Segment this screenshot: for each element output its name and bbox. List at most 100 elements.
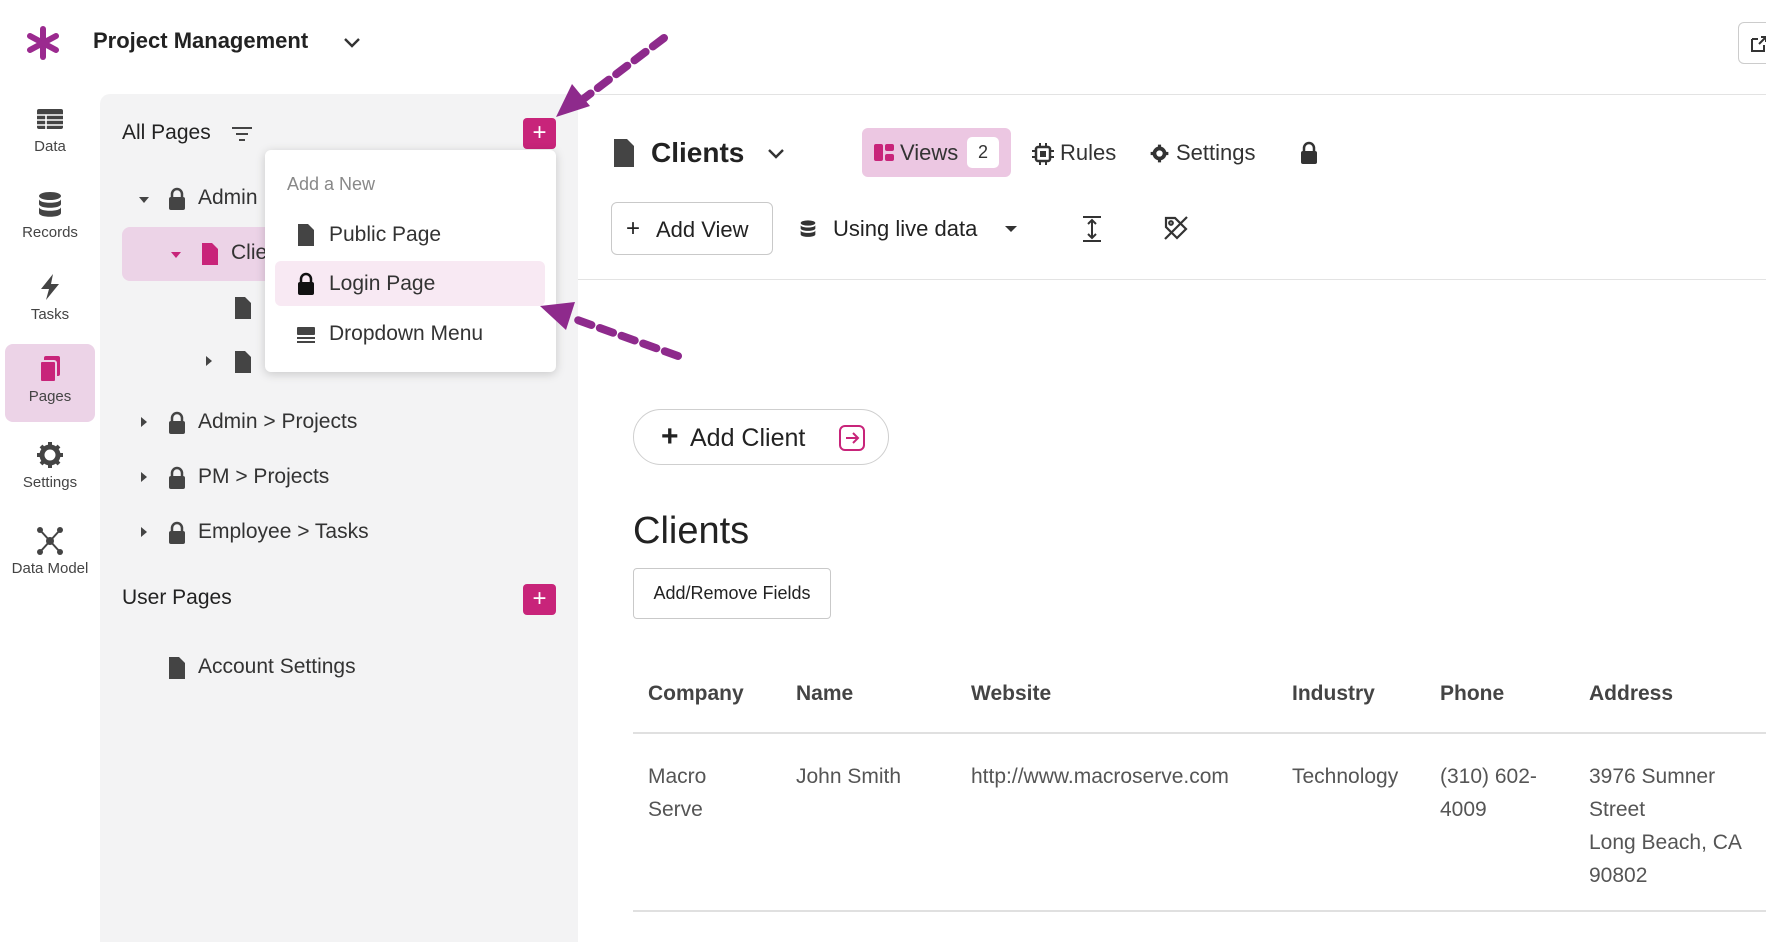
menu-item-label: Public Page: [329, 223, 442, 246]
page-icon: [235, 351, 251, 373]
page-icon: [614, 139, 634, 167]
table-icon: [37, 109, 63, 129]
page-title[interactable]: Clients: [651, 137, 745, 168]
tree-item-label: Clie: [231, 241, 268, 264]
top-bar: Project Management: [0, 0, 1766, 90]
column-header-industry[interactable]: Industry: [1292, 682, 1375, 705]
expand-toggle[interactable]: [141, 472, 147, 482]
menu-item-public-page[interactable]: Public Page: [275, 212, 545, 257]
menu-item-label: Dropdown Menu: [329, 322, 484, 345]
enter-arrow-icon: [839, 425, 865, 451]
plus-icon: +: [661, 420, 679, 453]
rail-label: Pages: [28, 388, 72, 405]
expand-toggle[interactable]: [206, 356, 212, 366]
rail-label: Data Model: [11, 560, 89, 577]
menu-item-dropdown-menu[interactable]: Dropdown Menu: [275, 311, 545, 356]
external-link-icon: [1751, 36, 1766, 52]
add-page-button[interactable]: +: [523, 118, 556, 149]
lock-icon: [169, 466, 185, 489]
add-user-page-button[interactable]: +: [523, 584, 556, 615]
lock-icon: [169, 521, 185, 544]
open-live-app-button[interactable]: [1738, 22, 1766, 64]
network-icon: [37, 527, 63, 555]
lock-icon: [169, 411, 185, 434]
page-icon: [235, 297, 251, 319]
gear-icon[interactable]: [1150, 144, 1169, 163]
caret-down-icon[interactable]: [1004, 224, 1018, 234]
lock-icon[interactable]: [1298, 140, 1320, 166]
pages-icon: [39, 356, 60, 383]
tree-item-label: PM > Projects: [198, 465, 330, 488]
add-client-label: Add Client: [690, 424, 806, 452]
expand-toggle[interactable]: [141, 527, 147, 537]
lock-icon: [298, 272, 314, 295]
add-view-button[interactable]: + Add View: [611, 202, 773, 255]
rail-item-settings[interactable]: Settings: [5, 430, 95, 508]
add-client-button[interactable]: + Add Client: [633, 409, 889, 465]
column-header-company[interactable]: Company: [648, 682, 744, 705]
views-icon: [874, 144, 894, 161]
bolt-icon: [41, 274, 59, 300]
page-icon: [202, 243, 218, 265]
tag-off-icon[interactable]: [1162, 214, 1190, 242]
table-cell-company: Macro Serve: [648, 765, 707, 821]
section-title: Clients: [633, 510, 750, 552]
plus-icon: +: [626, 215, 641, 242]
table-cell-website[interactable]: http://www.macroserve.com: [971, 765, 1229, 788]
menu-item-login-page[interactable]: Login Page: [275, 261, 545, 306]
all-pages-heading: All Pages: [122, 121, 211, 144]
table-header-divider: [633, 732, 1766, 734]
asterisk-logo-icon: [27, 26, 59, 60]
dropdown-header: Add a New: [287, 174, 376, 194]
column-header-address[interactable]: Address: [1589, 682, 1674, 705]
chevron-down-icon[interactable]: [764, 141, 788, 165]
rail-item-records[interactable]: Records: [5, 180, 95, 258]
table-row-divider: [633, 910, 1766, 912]
chip-icon[interactable]: [1032, 143, 1054, 165]
rail-item-tasks[interactable]: Tasks: [5, 262, 95, 340]
column-header-phone[interactable]: Phone: [1440, 682, 1505, 705]
table-cell-industry: Technology: [1292, 765, 1399, 788]
add-page-dropdown: Add a New Public Page Login Page Dropdow…: [265, 150, 556, 372]
row-height-icon[interactable]: [1080, 215, 1104, 243]
rail-label: Tasks: [30, 306, 70, 323]
expand-toggle[interactable]: [171, 252, 181, 258]
menu-icon: [297, 327, 315, 343]
column-header-website[interactable]: Website: [971, 682, 1052, 705]
tree-item-label: Admin: [198, 186, 258, 209]
selected-row-highlight: [122, 227, 272, 281]
filter-icon[interactable]: [231, 125, 253, 143]
tree-item-label: Admin > Projects: [198, 410, 358, 433]
rail-item-data[interactable]: Data: [5, 94, 95, 172]
tab-settings[interactable]: Settings: [1176, 140, 1256, 165]
lock-icon: [169, 187, 185, 210]
column-header-name[interactable]: Name: [796, 682, 854, 705]
page-icon: [169, 657, 185, 679]
tree-item-label: Account Settings: [198, 655, 356, 678]
rail-item-pages[interactable]: Pages: [5, 344, 95, 422]
toolbar-divider: [578, 279, 1766, 280]
rail-label: Settings: [22, 474, 78, 491]
add-remove-fields-button[interactable]: Add/Remove Fields: [633, 568, 831, 619]
data-source-select[interactable]: Using live data: [833, 216, 978, 241]
table-cell-name: John Smith: [796, 765, 902, 788]
page-icon: [298, 224, 314, 246]
expand-toggle[interactable]: [141, 417, 147, 427]
tab-views[interactable]: Views 2: [862, 128, 1011, 177]
gear-icon: [37, 442, 63, 468]
database-icon: [39, 192, 61, 217]
rail-label: Records: [22, 224, 78, 241]
user-pages-heading: User Pages: [122, 586, 232, 609]
tab-rules[interactable]: Rules: [1060, 140, 1117, 165]
tree-item-label: Employee > Tasks: [198, 520, 369, 543]
table-cell-phone: (310) 602- 4009: [1440, 765, 1537, 821]
database-icon: [800, 220, 816, 237]
table-cell-address: 3976 Sumner Street Long Beach, CA 90802: [1589, 765, 1742, 887]
header-divider: [578, 94, 1766, 95]
chevron-down-icon[interactable]: [340, 30, 364, 54]
add-view-label: Add View: [656, 217, 749, 242]
app-title[interactable]: Project Management: [93, 28, 309, 53]
expand-toggle[interactable]: [139, 197, 149, 203]
rail-label: Data: [34, 138, 66, 155]
rail-item-data-model[interactable]: Data Model: [5, 516, 95, 594]
